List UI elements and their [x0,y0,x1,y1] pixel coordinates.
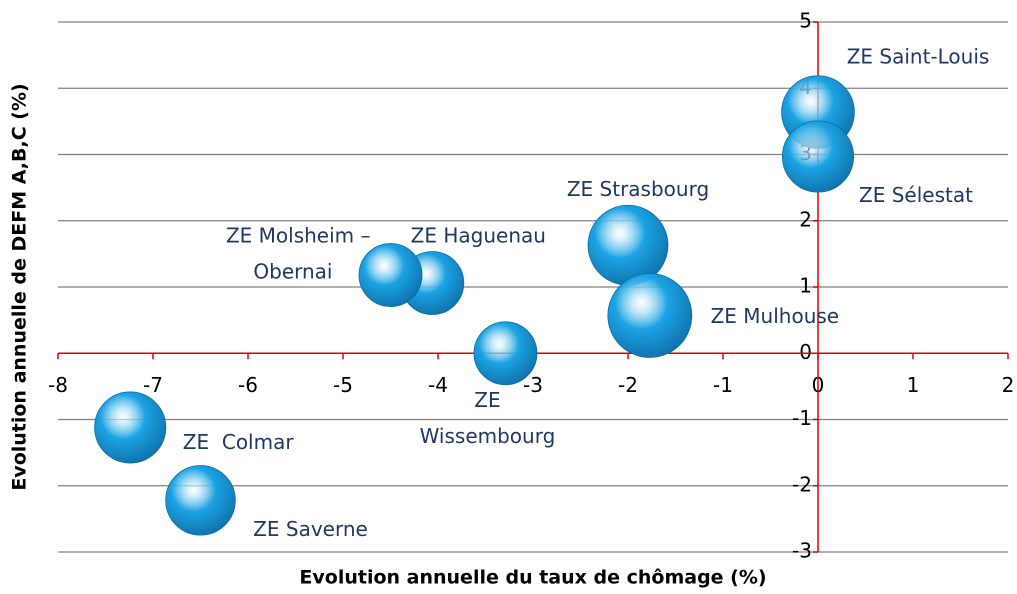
x-tick-label: -1 [713,373,733,397]
bubble [587,204,669,286]
bubble [165,465,236,536]
y-tick-label: 0 [799,340,812,364]
y-tick-label: -3 [792,539,812,563]
y-tick-label: 2 [799,207,812,231]
bubble-label: ZE Sélestat [859,183,973,207]
bubble-label: ZE Molsheim – [226,224,371,248]
bubble [94,391,167,464]
x-tick-label: -4 [428,373,448,397]
bubble [358,243,423,307]
bubble [607,273,693,358]
bubble-label: ZE Strasbourg [567,177,709,201]
bubble-label: Obernai [253,260,332,284]
bubble-label: ZE Mulhouse [711,304,840,328]
bubble-label: ZE Colmar [183,430,295,454]
x-tick-label: -3 [523,373,543,397]
y-tick-label: -1 [792,406,812,430]
y-axis-title: Evolution annuelle de DEFM A,B,C (%) [9,83,31,490]
y-tick-label: 1 [799,274,812,298]
x-axis-title: Evolution annuelle du taux de chômage (%… [299,567,766,589]
bubble-label: Wissembourg [420,424,556,448]
x-tick-label: -7 [143,373,163,397]
bubble-label: ZE [474,388,500,412]
bubble-label: ZE Haguenau [411,224,546,248]
x-tick-label: 1 [907,373,920,397]
y-tick-label: 5 [799,9,812,33]
bubble [473,321,538,386]
x-tick-label: -8 [48,373,68,397]
x-tick-label: 2 [1002,373,1015,397]
bubble [781,120,855,193]
x-tick-label: -5 [333,373,353,397]
y-tick-label: -2 [792,472,812,496]
bubble-label: ZE Saint-Louis [847,45,990,69]
x-tick-label: -6 [238,373,258,397]
x-tick-label: -2 [618,373,638,397]
bubble-label: ZE Saverne [253,517,368,541]
